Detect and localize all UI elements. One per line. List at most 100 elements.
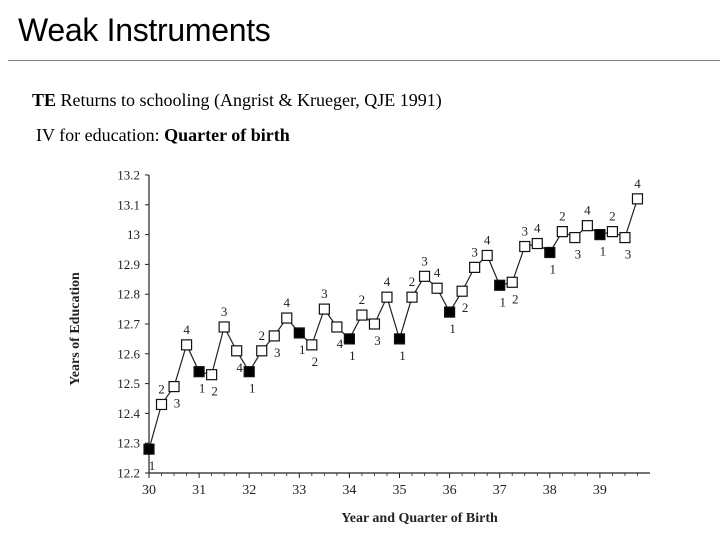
quarter-label: 4	[337, 336, 344, 351]
data-point	[381, 291, 393, 303]
quarter-label: 3	[374, 333, 381, 348]
x-tick-label: 32	[242, 483, 256, 498]
data-point	[155, 398, 168, 411]
data-point-q1	[544, 246, 556, 259]
quarter-label: 4	[484, 232, 491, 247]
subtitle-line-2: IV for education: Quarter of birth	[36, 125, 290, 146]
quarter-label: 3	[321, 286, 328, 301]
data-point-q1	[193, 366, 205, 378]
data-point	[306, 339, 318, 351]
quarter-label: 3	[421, 253, 428, 268]
data-point	[619, 231, 631, 244]
quarter-label: 1	[149, 458, 156, 473]
quarter-label: 1	[499, 294, 506, 309]
series-markers	[143, 193, 644, 455]
data-point	[406, 291, 418, 303]
data-point	[356, 309, 368, 321]
data-point-q1	[393, 333, 406, 345]
quarter-label: 4	[634, 176, 641, 191]
data-point	[506, 276, 518, 288]
data-point-q1	[343, 333, 355, 345]
y-tick-label: 13.2	[117, 168, 140, 183]
quarter-label: 2	[409, 274, 416, 289]
quarter-label: 2	[559, 209, 566, 224]
y-tick-label: 12.8	[117, 287, 140, 302]
data-point-q1	[293, 327, 305, 339]
data-point	[431, 282, 443, 294]
y-tick-label: 13	[127, 227, 140, 242]
slide-title: Weak Instruments	[18, 12, 271, 48]
data-point-q1	[143, 443, 155, 455]
x-tick-label: 37	[493, 483, 507, 498]
quarter-label: 2	[609, 209, 616, 224]
y-tick-label: 12.6	[117, 346, 140, 361]
x-tick-label: 30	[142, 483, 156, 498]
quarter-label: 1	[249, 381, 256, 396]
quarter-label: 3	[174, 396, 181, 411]
data-point	[531, 237, 543, 250]
y-tick-label: 12.2	[117, 466, 140, 481]
y-tick-label: 12.4	[117, 406, 140, 421]
x-tick-label: 38	[543, 483, 557, 498]
y-axis-label: Years of Education	[68, 272, 83, 386]
chart-axes: 12.212.312.412.512.612.712.812.91313.113…	[117, 168, 650, 498]
quarter-label: 1	[399, 348, 406, 363]
quarter-label: 3	[522, 224, 529, 239]
x-tick-label: 33	[292, 483, 306, 498]
data-point-q1	[494, 279, 506, 291]
subtitle-instrument-label: Quarter of birth	[164, 125, 290, 145]
subtitle-te-label: TE	[32, 90, 57, 110]
data-point	[180, 339, 193, 351]
data-point	[581, 220, 593, 232]
y-tick-label: 12.9	[117, 257, 140, 272]
data-point	[418, 270, 431, 282]
x-tick-label: 34	[342, 483, 356, 498]
quarter-label: 2	[312, 354, 319, 369]
y-tick-label: 12.7	[117, 317, 140, 332]
y-tick-label: 12.3	[117, 436, 140, 451]
subtitle-line-2-text: IV for education:	[36, 125, 165, 145]
data-point	[168, 380, 180, 393]
education-by-birth-quarter-chart: 12.212.312.412.512.612.712.812.91313.113…	[68, 168, 650, 526]
data-point	[456, 285, 468, 297]
quarter-label: 4	[183, 322, 190, 337]
quarter-label: 4	[284, 295, 291, 310]
data-point	[268, 330, 280, 342]
quarter-label: 2	[158, 381, 165, 396]
quarter-label: 3	[274, 345, 281, 360]
data-point	[631, 193, 644, 205]
data-point-q1	[243, 366, 255, 378]
quarter-label: 2	[462, 300, 469, 315]
quarter-label: 3	[575, 247, 582, 262]
y-tick-label: 13.1	[117, 197, 140, 212]
quarter-label: 2	[359, 292, 366, 307]
data-point	[519, 240, 531, 253]
data-point	[469, 261, 481, 273]
quarter-label: 1	[550, 261, 557, 276]
title-divider	[8, 60, 720, 61]
quarter-label: 4	[584, 203, 591, 218]
quarter-label: 1	[449, 321, 456, 336]
quarter-label: 1	[199, 381, 206, 396]
quarter-label: 2	[211, 384, 218, 399]
data-point	[206, 369, 218, 381]
quarter-label: 1	[600, 244, 607, 259]
x-tick-label: 35	[393, 483, 407, 498]
data-point-q1	[594, 228, 606, 241]
data-point-q1	[444, 306, 456, 318]
y-tick-label: 12.5	[117, 376, 140, 391]
data-point	[256, 345, 268, 357]
x-tick-label: 36	[443, 483, 457, 498]
data-point	[368, 318, 381, 330]
data-point	[331, 321, 343, 333]
quarter-label: 2	[258, 328, 265, 343]
quarter-label: 4	[534, 221, 541, 236]
quarter-label: 4	[236, 360, 243, 375]
series-line	[148, 198, 639, 450]
data-point	[481, 249, 493, 262]
quarter-label: 3	[221, 304, 228, 319]
quarter-label: 4	[384, 274, 391, 289]
subtitle-line-1-text: Returns to schooling (Angrist & Krueger,…	[56, 90, 442, 110]
quarter-label: 3	[625, 247, 632, 262]
